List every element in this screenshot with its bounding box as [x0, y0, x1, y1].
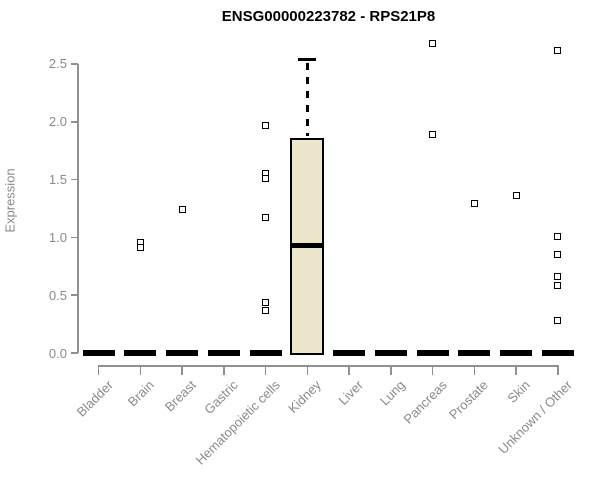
boxplot-collapsed-box	[124, 350, 157, 356]
boxplot-median	[290, 242, 325, 248]
y-tick-label: 0.5	[48, 287, 67, 303]
outlier-point	[262, 214, 270, 222]
boxplot-collapsed-box	[500, 350, 533, 356]
x-tick	[348, 365, 350, 375]
y-tick-label: 1.5	[48, 172, 67, 188]
outlier-point	[429, 39, 437, 47]
outlier-point	[554, 273, 562, 281]
outlier-point	[554, 232, 562, 240]
outlier-point	[429, 130, 437, 138]
y-tick	[71, 236, 78, 239]
outlier-point	[554, 251, 562, 259]
whisker-cap	[298, 57, 317, 61]
x-tick	[390, 365, 392, 375]
y-axis-line	[77, 63, 79, 353]
boxplot-collapsed-box	[82, 350, 115, 356]
outlier-point	[554, 46, 562, 54]
outlier-point	[262, 174, 270, 182]
y-tick	[71, 352, 78, 354]
boxplot-collapsed-box	[458, 350, 491, 356]
x-tick	[515, 365, 517, 375]
x-tick	[223, 365, 225, 375]
outlier-point	[554, 317, 562, 325]
boxplot-collapsed-box	[416, 350, 449, 356]
boxplot-collapsed-box	[207, 350, 240, 356]
y-tick-label: 2.0	[48, 114, 67, 130]
outlier-point	[262, 306, 270, 314]
outlier-point	[470, 200, 478, 208]
boxplot-collapsed-box	[541, 350, 574, 356]
outlier-point	[554, 282, 562, 290]
boxplot-collapsed-box	[374, 350, 407, 356]
y-tick	[71, 178, 78, 181]
x-tick	[264, 365, 267, 375]
boxplot-collapsed-box	[166, 350, 199, 356]
chart-title: ENSG00000223782 - RPS21P8	[221, 8, 436, 25]
outlier-point	[136, 244, 144, 252]
x-tick	[431, 365, 434, 375]
boxplot-collapsed-box	[249, 350, 282, 356]
x-tick	[139, 365, 142, 375]
y-tick-label: 0.0	[48, 345, 67, 361]
y-tick	[71, 63, 78, 65]
outlier-point	[512, 192, 520, 200]
outlier-point	[262, 121, 270, 129]
x-tick	[473, 365, 476, 375]
y-tick	[71, 121, 78, 123]
x-tick	[557, 365, 559, 375]
y-tick-label: 2.5	[48, 56, 67, 72]
x-tick	[97, 365, 100, 375]
x-tick	[181, 365, 183, 375]
boxplot-collapsed-box	[333, 350, 366, 356]
y-tick-label: 1.0	[48, 229, 67, 245]
y-tick	[71, 294, 78, 296]
outlier-point	[178, 206, 186, 214]
y-axis-label: Expression	[2, 168, 18, 233]
outlier-point	[262, 298, 270, 306]
x-axis-line	[98, 365, 560, 367]
x-tick	[306, 365, 309, 375]
boxplot-whisker	[306, 63, 309, 136]
